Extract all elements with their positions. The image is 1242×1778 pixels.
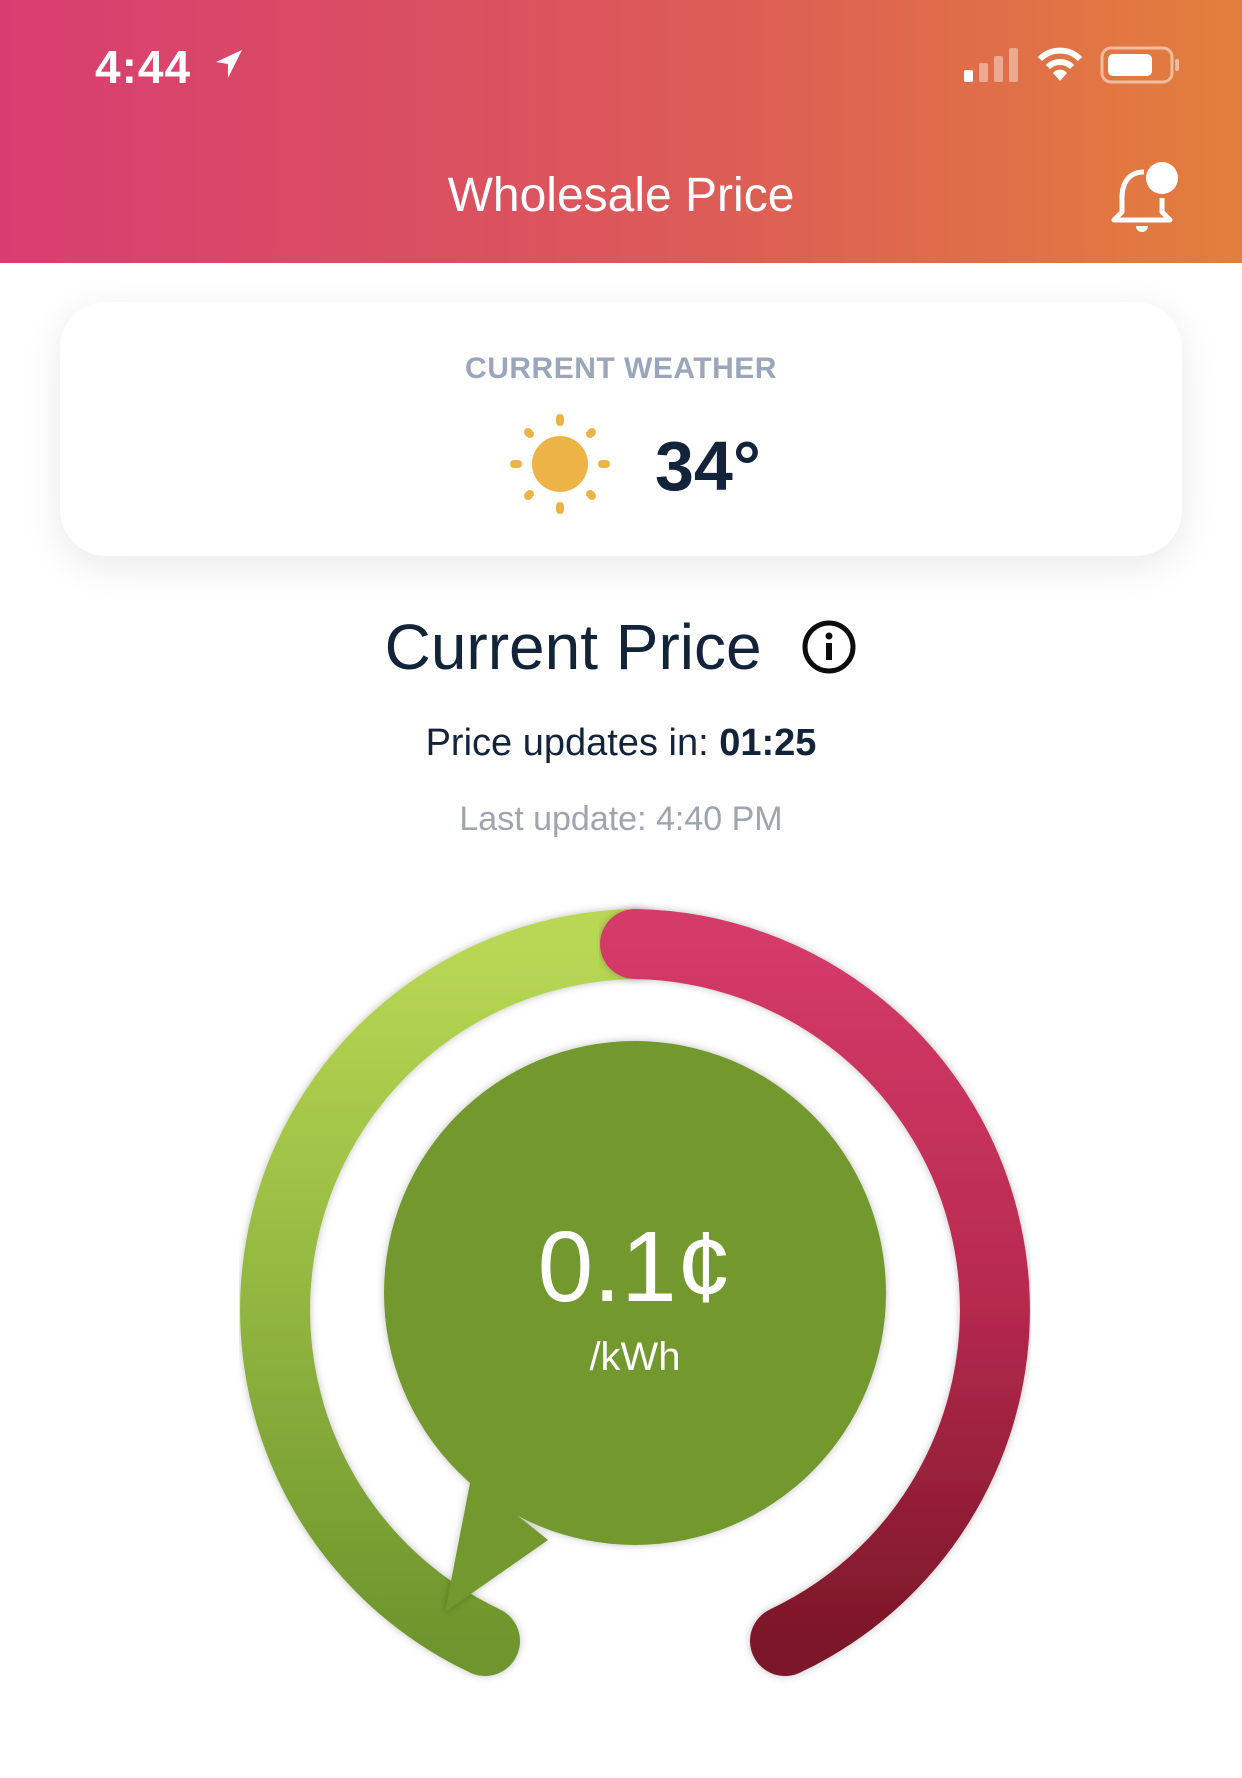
gauge-low-arc: [240, 909, 670, 1676]
app-header: 4:44 Wholesale Price: [0, 0, 1242, 263]
location-arrow-icon: [216, 50, 242, 78]
weather-label: CURRENT WEATHER: [465, 352, 777, 385]
last-update-label: Last update:: [459, 800, 647, 838]
page-title: Wholesale Price: [447, 169, 795, 222]
price-bubble: [384, 1041, 886, 1612]
price-value: 0.1¢: [537, 1211, 733, 1323]
info-icon[interactable]: [801, 619, 857, 675]
price-unit: /kWh: [589, 1335, 681, 1379]
weather-card: CURRENT WEATHER 34°: [60, 302, 1182, 556]
temperature: 34°: [655, 427, 761, 505]
cellular-signal-icon: [964, 48, 1018, 82]
battery-icon: [1100, 46, 1179, 84]
countdown-label: Price updates in:: [425, 722, 709, 764]
gauge-high-arc: [600, 909, 1030, 1676]
wifi-icon: [1037, 47, 1083, 81]
current-price-heading: Current Price: [0, 605, 1242, 684]
current-price-title: Current Price: [384, 611, 762, 684]
last-update: Last update: 4:40 PM: [0, 800, 1242, 839]
sun-icon: [510, 414, 610, 514]
countdown-value: 01:25: [719, 722, 817, 764]
status-time: 4:44: [95, 41, 192, 93]
price-update-countdown: Price updates in: 01:25: [0, 722, 1242, 765]
bell-icon[interactable]: [1108, 158, 1184, 234]
last-update-time: 4:40 PM: [655, 800, 783, 838]
